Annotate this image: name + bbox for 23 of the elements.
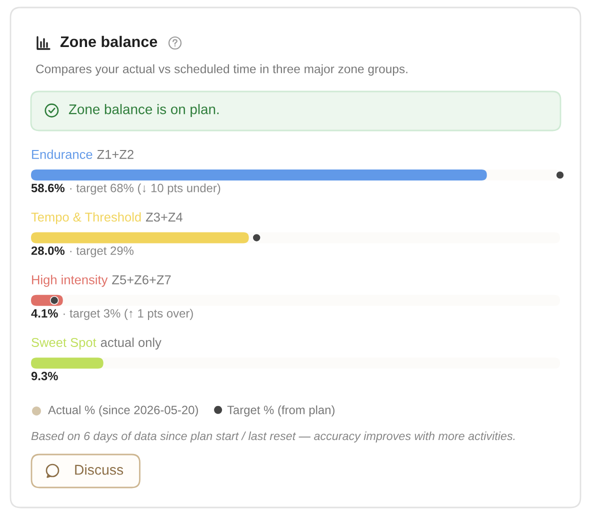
- chart-subtitle: Compares your actual vs scheduled time in three major zone groups.: [36, 64, 408, 76]
- annotation: · target 68% (↓ 10 pts under): [70, 183, 220, 195]
- annotation: actual only: [100, 338, 162, 350]
- annotation: Z3+Z4: [146, 212, 182, 222]
- text: Discuss: [75, 464, 124, 475]
- chart-title: Zone balance: [60, 36, 158, 48]
- data-label: 58.6%: [31, 184, 65, 192]
- y-tick-label: Endurance: [32, 150, 92, 159]
- text: Zone balance is on plan.: [68, 104, 219, 117]
- y-tick-label: High intensity: [32, 274, 108, 287]
- annotation: Z5+Z6+Z7: [112, 275, 171, 284]
- annotation: Z1+Z2: [97, 150, 134, 159]
- y-tick-label: Tempo & Threshold: [31, 212, 141, 224]
- annotation: · target 3% (↑ 1 pts over): [64, 308, 193, 320]
- text: Actual % (since 2026-05-20): [48, 405, 198, 417]
- annotation: · target 29%: [70, 246, 134, 258]
- bar: [31, 358, 104, 369]
- data-label: 28.0%: [31, 246, 65, 255]
- data-label: 4.1%: [31, 309, 58, 318]
- data-label: 9.3%: [31, 372, 58, 380]
- text: Based on 6 days of data since plan start / last reset — accuracy improves with more activities.: [31, 432, 515, 442]
- legend-label: Target % (from plan): [227, 405, 334, 417]
- y-tick-label: Sweet Spot: [32, 338, 96, 350]
